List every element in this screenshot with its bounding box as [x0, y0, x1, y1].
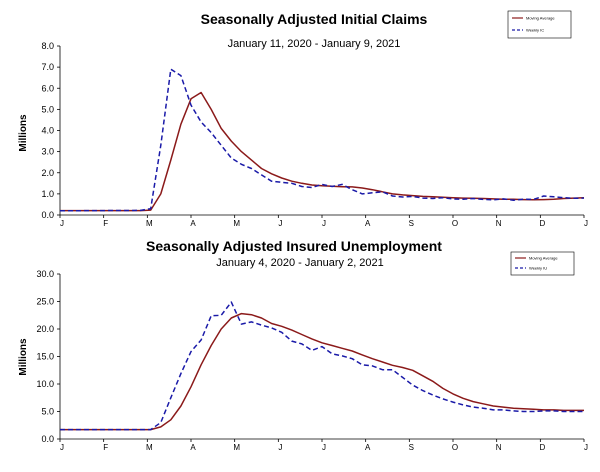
legend-label-weekly: Weekly IU	[529, 266, 547, 271]
x-tick-label: M	[146, 219, 153, 228]
y-axis-label: Millions	[18, 338, 29, 376]
y-tick-label: 10.0	[36, 379, 54, 389]
chart-subtitle: January 4, 2020 - January 2, 2021	[216, 257, 384, 269]
legend-label-weekly: Weekly IC	[526, 28, 544, 33]
moving-average-line	[60, 91, 585, 212]
legend-box	[507, 10, 572, 39]
initial-claims-chart: Seasonally Adjusted Initial Claims Janua…	[18, 10, 588, 228]
y-tick-label: 25.0	[36, 297, 54, 307]
x-tick-label: O	[452, 219, 458, 228]
x-tick-label: J	[322, 443, 326, 452]
chart-subtitle: January 11, 2020 - January 9, 2021	[228, 38, 401, 50]
x-tick-label: M	[233, 219, 240, 228]
x-tick-label: D	[539, 219, 545, 228]
y-tick-label: 2.0	[41, 168, 54, 178]
chart-title: Seasonally Adjusted Insured Unemployment	[146, 238, 442, 254]
x-tick-label: J	[584, 443, 588, 452]
weekly-line	[59, 68, 585, 212]
moving-average-line	[60, 312, 584, 431]
x-tick-label: S	[409, 443, 414, 452]
legend: Moving Average Weekly IU	[510, 251, 575, 276]
x-tick-label: J	[60, 443, 64, 452]
y-tick-label: 5.0	[41, 407, 54, 417]
y-tick-label: 6.0	[41, 83, 54, 93]
y-tick-label: 30.0	[36, 269, 54, 279]
x-tick-label: S	[409, 219, 414, 228]
y-tick-label: 5.0	[41, 104, 54, 114]
x-tick-label: J	[278, 219, 282, 228]
y-tick-label: 8.0	[41, 41, 54, 51]
x-tick-label: A	[190, 443, 196, 452]
x-tick-label: J	[60, 219, 64, 228]
y-tick-label: 1.0	[41, 189, 54, 199]
x-tick-label: M	[146, 443, 153, 452]
insured-unemployment-chart: Seasonally Adjusted Insured Unemployment…	[18, 238, 588, 452]
x-tick-label: D	[539, 443, 545, 452]
legend-box	[510, 251, 575, 276]
legend: Moving Average Weekly IC	[507, 10, 572, 39]
y-tick-label: 3.0	[41, 147, 54, 157]
x-tick-label: N	[496, 219, 502, 228]
y-tick-label: 4.0	[41, 126, 54, 136]
x-tick-label: J	[278, 443, 282, 452]
x-tick-label: A	[365, 443, 371, 452]
y-tick-label: 20.0	[36, 324, 54, 334]
x-tick-label: F	[103, 443, 108, 452]
x-tick-label: J	[584, 219, 588, 228]
x-tick-label: A	[365, 219, 371, 228]
y-tick-label: 0.0	[41, 434, 54, 444]
legend-label-moving-average: Moving Average	[526, 16, 555, 21]
weekly-line	[60, 301, 584, 431]
x-tick-label: F	[103, 219, 108, 228]
y-tick-label: 0.0	[41, 210, 54, 220]
x-tick-label: O	[452, 443, 458, 452]
x-tick-label: M	[233, 443, 240, 452]
legend-label-moving-average: Moving Average	[529, 256, 558, 261]
x-tick-label: A	[190, 219, 196, 228]
x-tick-label: N	[496, 443, 502, 452]
chart-title: Seasonally Adjusted Initial Claims	[201, 11, 428, 27]
y-axis-label: Millions	[18, 114, 29, 152]
x-tick-label: J	[322, 219, 326, 228]
y-tick-label: 7.0	[41, 62, 54, 72]
y-tick-label: 15.0	[36, 352, 54, 362]
